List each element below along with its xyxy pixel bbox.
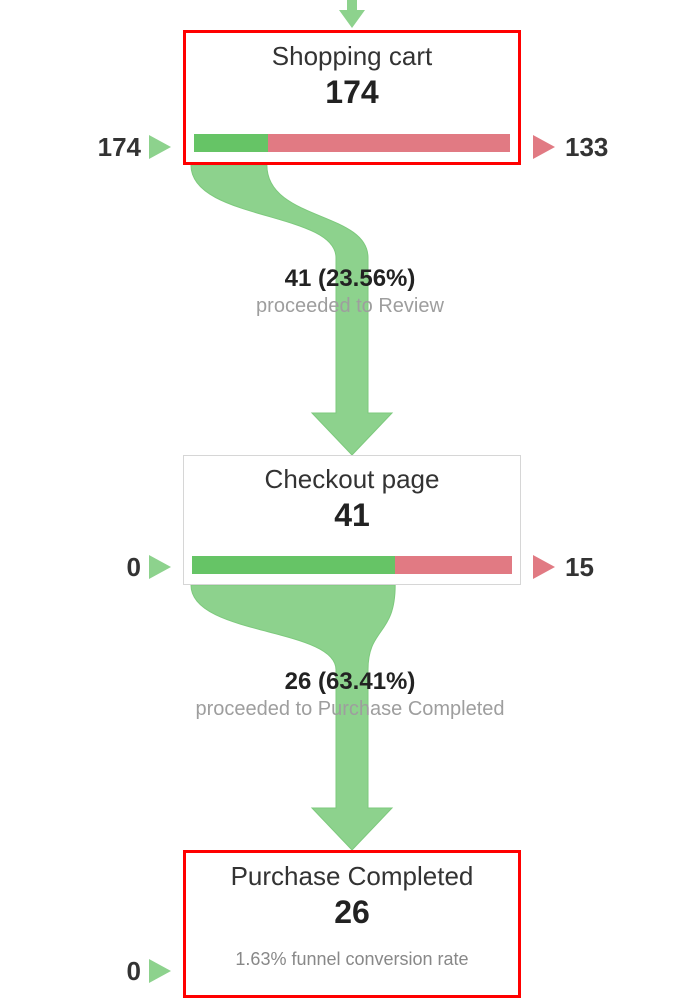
stage-in-count: 0 <box>127 552 141 583</box>
stage-shopping-cart: Shopping cart 174 <box>183 30 521 165</box>
stage-value: 26 <box>186 894 518 931</box>
flow-subtitle: proceeded to Purchase Completed <box>0 698 700 721</box>
stage-purchase-completed: Purchase Completed 26 1.63% funnel conve… <box>183 850 521 998</box>
stage-title: Purchase Completed <box>186 861 518 892</box>
stage-checkout-page: Checkout page 41 <box>183 455 521 585</box>
stage-value: 41 <box>184 497 520 534</box>
stage-title: Shopping cart <box>186 41 518 72</box>
chevron-right-icon <box>533 135 555 159</box>
stage-bar <box>192 556 512 574</box>
stage-bar <box>194 134 510 152</box>
chevron-right-icon <box>149 135 171 159</box>
funnel-conversion-rate: 1.63% funnel conversion rate <box>186 949 518 970</box>
stage-title: Checkout page <box>184 464 520 495</box>
flow-subtitle: proceeded to Review <box>0 295 700 318</box>
chevron-right-icon <box>149 555 171 579</box>
chevron-right-icon <box>533 555 555 579</box>
stage-value: 174 <box>186 74 518 111</box>
stage-out-count: 133 <box>565 132 608 163</box>
flow-count: 41 (23.56%) <box>0 265 700 293</box>
chevron-right-icon <box>149 959 171 983</box>
stage-out-count: 15 <box>565 552 594 583</box>
stage-in-count: 174 <box>98 132 141 163</box>
top-entry-arrow <box>0 0 700 30</box>
flow-count: 26 (63.41%) <box>0 668 700 696</box>
stage-in-count: 0 <box>127 956 141 987</box>
